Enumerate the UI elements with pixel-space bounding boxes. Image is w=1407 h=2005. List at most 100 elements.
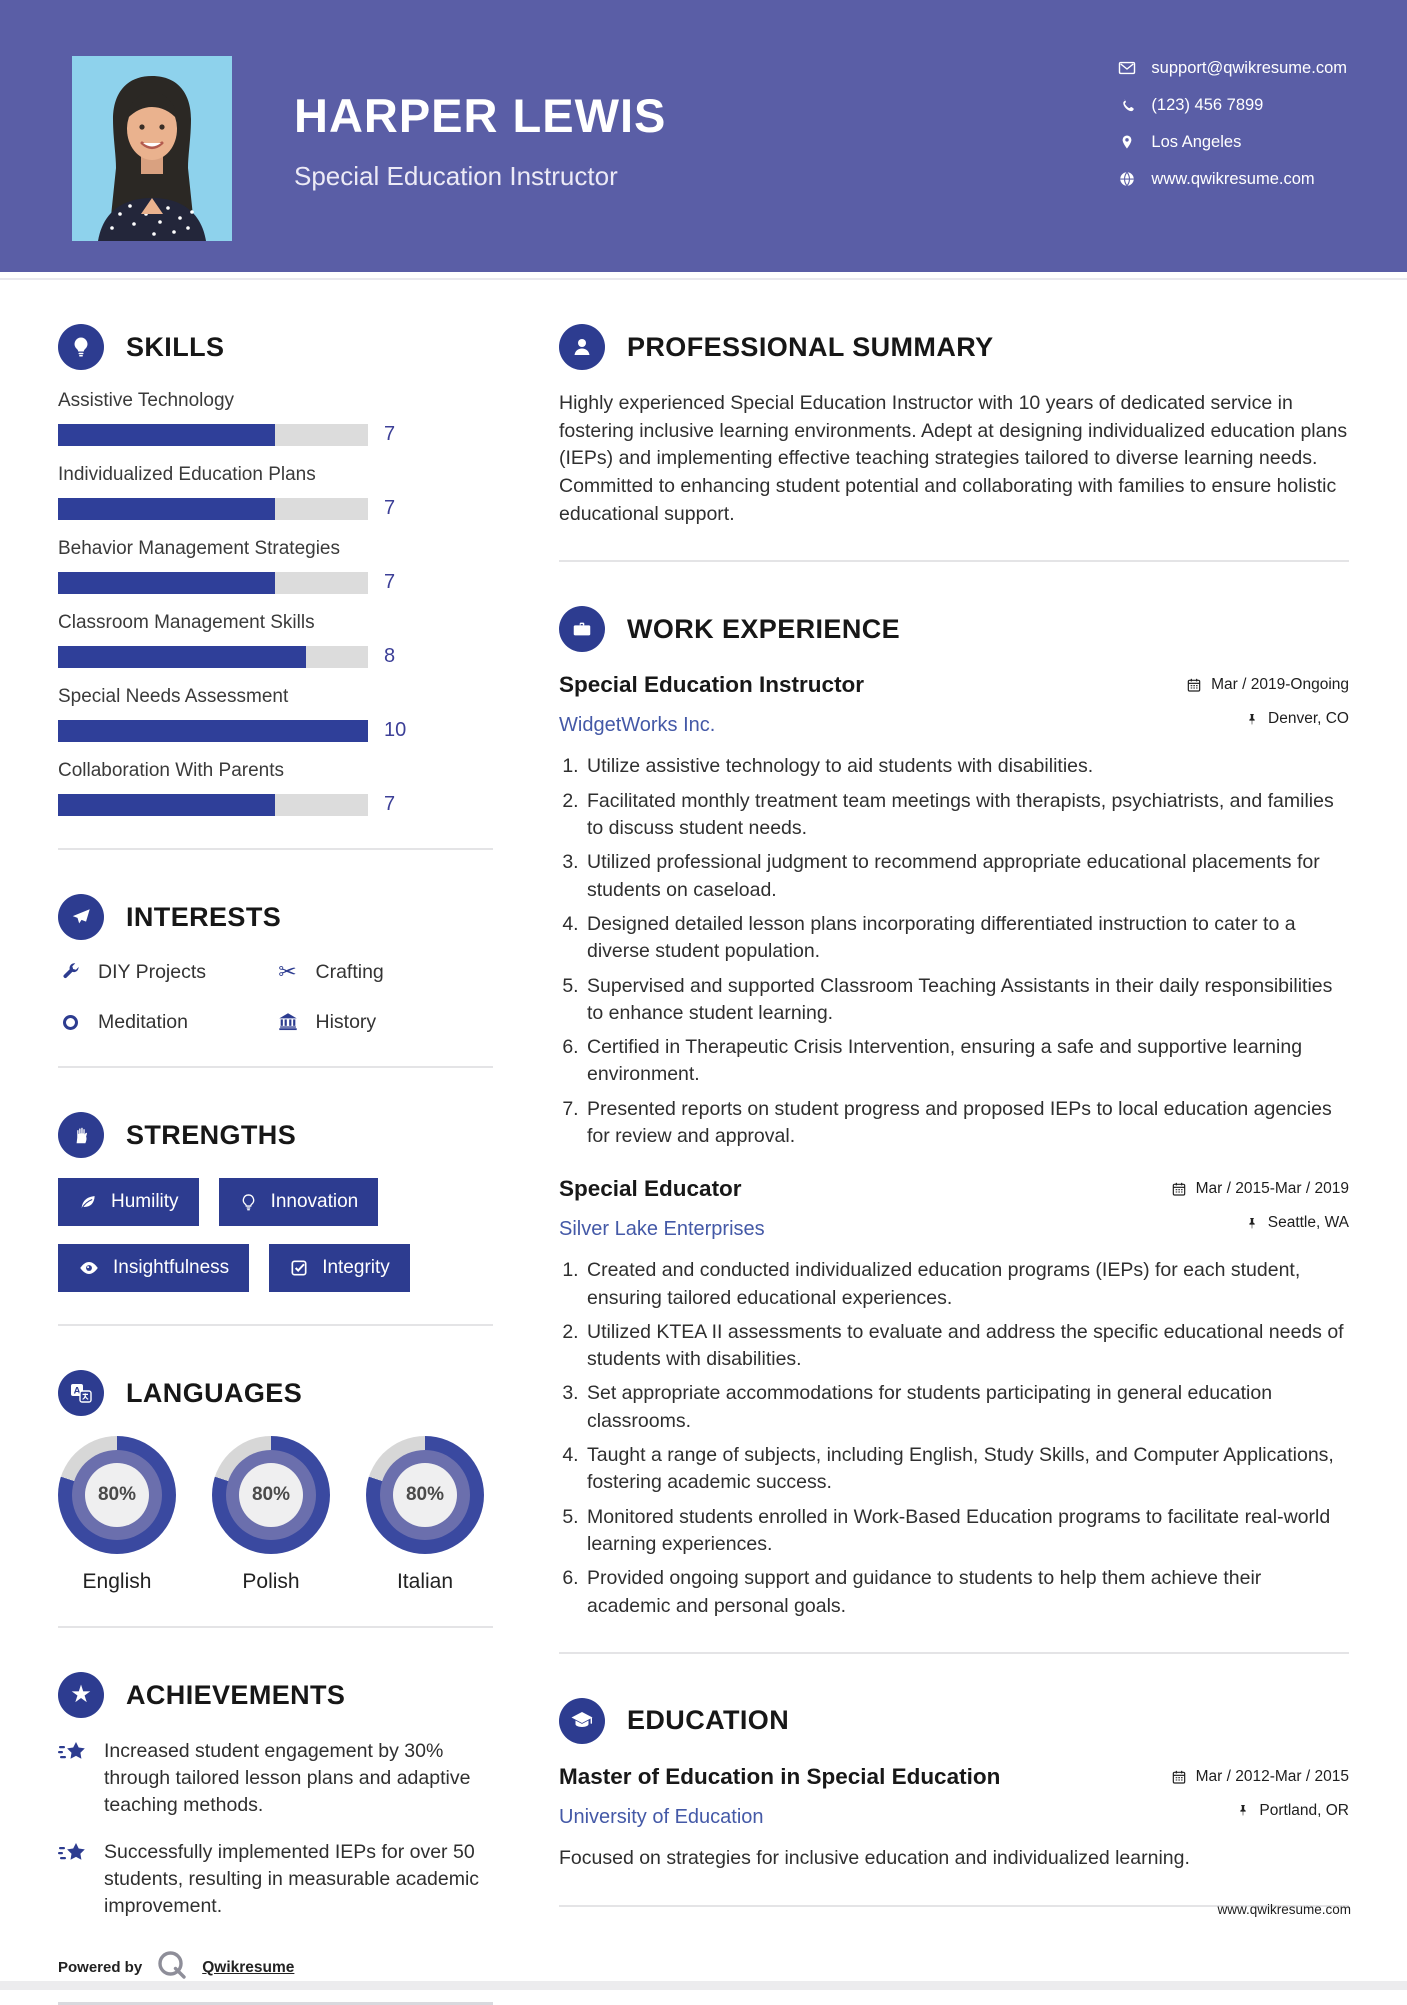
shooting-star-icon — [58, 1740, 88, 1819]
skill-value: 7 — [384, 793, 396, 815]
strength-label: Innovation — [270, 1191, 359, 1212]
skill-label: Assistive Technology — [58, 390, 235, 411]
briefcase-icon — [559, 606, 605, 653]
languages-heading: LANGUAGES — [126, 1377, 303, 1408]
job-bullet: Facilitated monthly treatment team meeti… — [584, 788, 1349, 843]
user-icon — [559, 324, 605, 370]
summary-heading: PROFESSIONAL SUMMARY — [627, 331, 994, 362]
language-donut-chart: 80% — [366, 1436, 484, 1554]
profile-photo-illustration — [72, 56, 232, 241]
achievements-section-header: ★ ACHIEVEMENTS — [58, 1672, 493, 1718]
skill-row: Individualized Education Plans 7 — [58, 464, 493, 520]
skill-row: Collaboration With Parents 7 — [58, 760, 493, 816]
qwikresume-link[interactable]: Qwikresume — [202, 1958, 295, 1976]
skill-label: Classroom Management Skills — [58, 612, 315, 633]
skill-value: 8 — [384, 645, 396, 667]
job-bullet: Set appropriate accommodations for stude… — [584, 1380, 1349, 1435]
skill-label: Collaboration With Parents — [58, 760, 284, 781]
language-label: Polish — [242, 1570, 300, 1593]
contact-email-text: support@qwikresume.com — [1151, 58, 1347, 77]
job-location-text: Seattle, WA — [1267, 1214, 1349, 1232]
site-url[interactable]: www.qwikresume.com — [1217, 1902, 1351, 1917]
job-dates: Mar / 2019-Ongoing — [1186, 676, 1349, 694]
skill-row: Classroom Management Skills 8 — [58, 612, 493, 668]
job-bullet-list: Utilize assistive technology to aid stud… — [559, 753, 1349, 1150]
languages-section-header: A LANGUAGES — [58, 1370, 493, 1416]
skill-label: Special Needs Assessment — [58, 686, 289, 707]
skills-heading: SKILLS — [126, 331, 225, 362]
contact-website[interactable]: www.qwikresume.com — [1117, 169, 1347, 189]
education-section-header: EDUCATION — [559, 1697, 1349, 1744]
job-dates-text: Mar / 2019-Ongoing — [1211, 676, 1349, 694]
person-job-title: Special Education Instructor — [294, 161, 618, 191]
achievements-list: Increased student engagement by 30% thro… — [58, 1738, 493, 1919]
language-percent: 80% — [405, 1484, 445, 1505]
summary-section-header: PROFESSIONAL SUMMARY — [559, 324, 1349, 370]
skill-value: 10 — [384, 719, 407, 741]
job-company-link[interactable]: Silver Lake Enterprises — [559, 1218, 765, 1241]
calendar-icon — [1187, 679, 1201, 693]
interest-label: DIY Projects — [98, 960, 207, 983]
bulb-icon — [58, 324, 104, 370]
job-bullet: Presented reports on student progress an… — [584, 1096, 1349, 1151]
language-percent: 80% — [251, 1484, 291, 1505]
language-label: English — [82, 1570, 152, 1593]
contact-email[interactable]: support@qwikresume.com — [1117, 58, 1347, 78]
education-dates-text: Mar / 2012-Mar / 2015 — [1195, 1767, 1349, 1785]
skill-value: 7 — [384, 423, 396, 445]
education-entry: Master of Education in Special Education… — [559, 1764, 1349, 1873]
location-icon — [1117, 132, 1137, 152]
education-description: Focused on strategies for inclusive educ… — [559, 1846, 1190, 1869]
paper-plane-icon — [58, 894, 104, 940]
strength-chip: Insightfulness — [58, 1244, 250, 1292]
shooting-star-icon — [58, 1841, 88, 1920]
language-donut-chart: 80% — [58, 1436, 176, 1554]
person-name: HARPER LEWIS — [294, 89, 667, 142]
language-label: Italian — [396, 1570, 454, 1593]
job-title: Special Educator — [559, 1176, 742, 1202]
header-banner: HARPER LEWIS Special Education Instructo… — [0, 0, 1407, 272]
contact-location-text: Los Angeles — [1151, 132, 1242, 151]
school-link[interactable]: University of Education — [559, 1805, 764, 1828]
education-dates: Mar / 2012-Mar / 2015 — [1171, 1768, 1349, 1786]
language-item: 80% Polish — [212, 1436, 330, 1594]
contact-phone[interactable]: (123) 456 7899 — [1117, 95, 1347, 115]
job-company-link[interactable]: WidgetWorks Inc. — [559, 714, 716, 737]
job-bullet-list: Created and conducted individualized edu… — [559, 1257, 1349, 1620]
job-location: Seattle, WA — [1245, 1214, 1349, 1232]
museum-icon — [276, 1010, 300, 1034]
pushpin-icon — [1249, 1217, 1255, 1229]
interests-section-header: INTERESTS — [58, 894, 493, 940]
strength-chip: Humility — [58, 1178, 199, 1226]
skill-label: Individualized Education Plans — [58, 464, 316, 485]
education-location: Portland, OR — [1236, 1802, 1349, 1820]
skill-label: Behavior Management Strategies — [58, 538, 340, 559]
contact-website-text: www.qwikresume.com — [1151, 169, 1315, 188]
calendar-icon — [1172, 1183, 1185, 1196]
section-divider — [58, 848, 493, 850]
skills-list: Assistive Technology 7 Individualized Ed… — [58, 390, 493, 816]
job-bullet: Certified in Therapeutic Crisis Interven… — [584, 1034, 1349, 1089]
job-dates: Mar / 2015-Mar / 2019 — [1171, 1180, 1349, 1198]
education-heading: EDUCATION — [627, 1705, 790, 1736]
skill-bar — [58, 719, 368, 742]
interest-item: History — [276, 1010, 494, 1034]
envelope-icon — [1117, 58, 1137, 78]
interest-label: Crafting — [315, 960, 384, 983]
job-bullet: Utilized KTEA II assessments to evaluate… — [584, 1319, 1349, 1374]
skill-bar — [58, 571, 368, 594]
experience-heading: WORK EXPERIENCE — [627, 613, 901, 644]
language-item: 80% Italian — [366, 1436, 484, 1594]
language-donut-chart: 80% — [212, 1436, 330, 1554]
skill-row: Assistive Technology 7 — [58, 390, 493, 446]
job-bullet: Utilize assistive technology to aid stud… — [584, 753, 1349, 780]
skill-bar — [58, 645, 368, 668]
skill-value: 7 — [384, 571, 396, 593]
scissors-icon: ✂ — [278, 959, 297, 984]
profile-photo — [72, 56, 232, 241]
job-bullet: Provided ongoing support and guidance to… — [584, 1565, 1349, 1620]
calendar-icon — [1172, 1770, 1185, 1784]
interest-item: ✂ Crafting — [276, 959, 494, 984]
skills-section-header: SKILLS — [58, 324, 493, 370]
interest-item: Meditation — [58, 1010, 276, 1034]
